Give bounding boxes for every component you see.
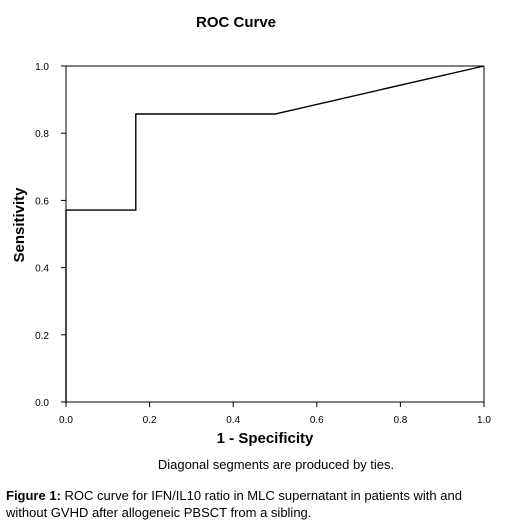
- x-tick-label: 0.8: [393, 415, 407, 426]
- y-tick-label: 0.4: [35, 264, 49, 275]
- roc-curve-line: [65, 65, 485, 402]
- x-tick-label: 0.4: [226, 415, 240, 426]
- x-tick-label: 0.6: [310, 415, 324, 426]
- y-tick-label: 0.2: [35, 331, 49, 342]
- series-layer: [65, 65, 485, 402]
- caption-text: ROC curve for IFN/IL10 ratio in MLC supe…: [6, 488, 462, 520]
- x-tick-label: 1.0: [477, 415, 491, 426]
- chart-title: ROC Curve: [196, 14, 276, 31]
- x-tick-label: 0.2: [143, 415, 157, 426]
- y-axis-label: Sensitivity: [11, 187, 28, 263]
- y-tick-label: 1.0: [35, 62, 49, 73]
- x-tick-label: 0.0: [59, 415, 73, 426]
- y-axis-ticks: 0.0 0.2 0.4 0.6 0.8 1.0: [35, 62, 66, 409]
- chart-footnote: Diagonal segments are produced by ties.: [158, 457, 394, 472]
- plot-frame: [65, 65, 485, 403]
- y-tick-label: 0.0: [35, 398, 49, 409]
- x-axis-label: 1 - Specificity: [217, 430, 314, 447]
- y-tick-label: 0.6: [35, 196, 49, 207]
- figure-caption: Figure 1: ROC curve for IFN/IL10 ratio i…: [6, 487, 502, 521]
- caption-label: Figure 1:: [6, 488, 61, 503]
- x-axis-ticks: 0.0 0.2 0.4 0.6 0.8 1.0: [59, 402, 491, 426]
- y-tick-label: 0.8: [35, 129, 49, 140]
